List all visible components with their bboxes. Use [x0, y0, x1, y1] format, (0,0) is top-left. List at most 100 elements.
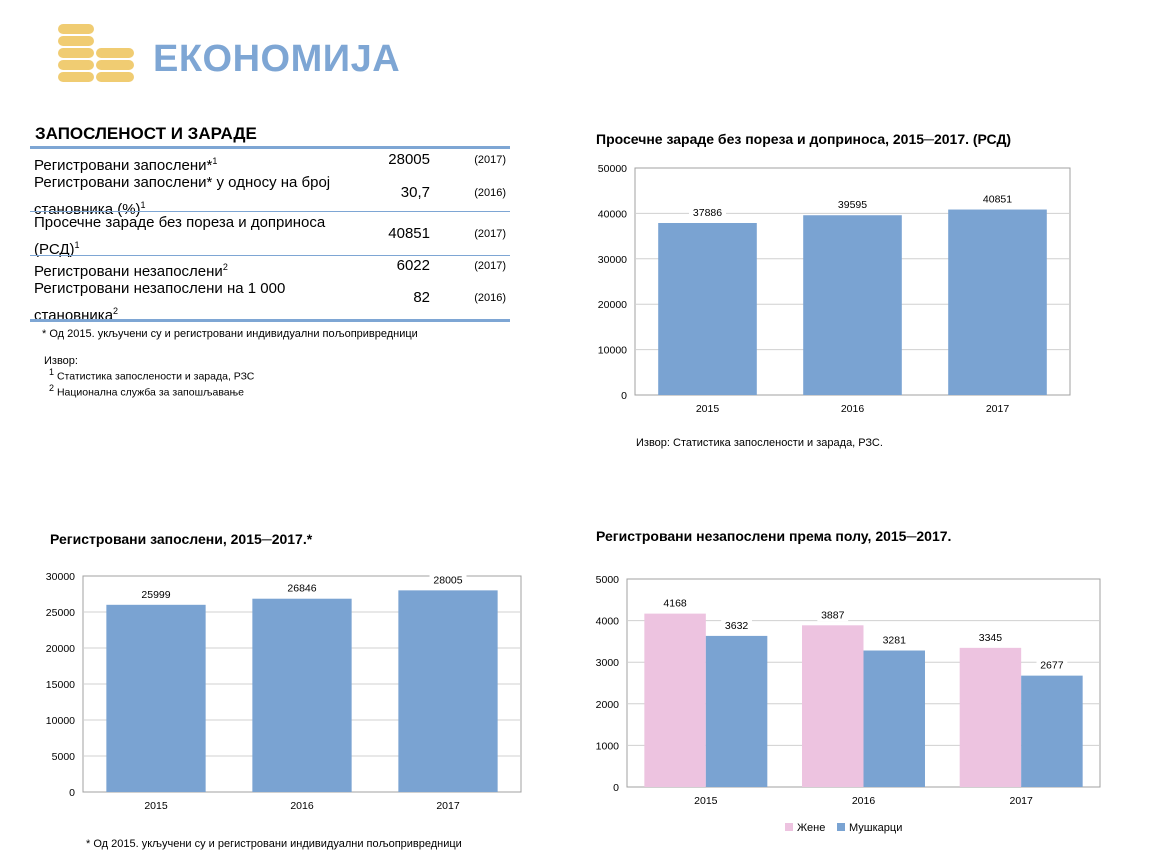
y-tick-label: 5000 [596, 574, 620, 586]
source-sup: 2 [49, 382, 55, 393]
table-top-rule [30, 146, 510, 149]
source-item: 1 Статистика запослености и зарада, РЗС [49, 367, 254, 383]
row-sup: 2 [222, 262, 228, 272]
x-tick-label: 2017 [436, 800, 460, 812]
row-sup: 1 [74, 240, 80, 250]
data-label: 26846 [287, 583, 316, 595]
row-value: 30,7 [400, 184, 430, 201]
y-tick-label: 50000 [598, 163, 627, 175]
row-sup: 1 [140, 200, 146, 210]
row-value: 82 [413, 289, 430, 306]
row-value: 40851 [388, 225, 430, 242]
data-label: 28005 [433, 574, 462, 586]
row-label: Регистровани незапослени [34, 263, 223, 280]
row-year: (2016) [474, 292, 506, 304]
data-label: 39595 [838, 199, 867, 211]
table-row: Просечне зараде без пореза и доприноса (… [34, 212, 510, 258]
bar [959, 647, 1022, 787]
chart-title: Регистровани запослени, 2015─2017.* [50, 531, 313, 547]
y-tick-label: 4000 [596, 616, 620, 628]
data-label: 25999 [141, 589, 170, 601]
bar [705, 635, 768, 787]
data-label: 4168 [663, 598, 687, 610]
legend-swatch [837, 823, 845, 831]
data-label-bg [689, 204, 726, 219]
coins-icon [58, 24, 134, 82]
data-label: 3632 [725, 620, 749, 632]
chart-title: Просечне зараде без пореза и доприноса, … [596, 131, 1012, 147]
data-label-bg [659, 595, 691, 610]
source-text: Национална служба за запошљавање [56, 386, 245, 398]
table-title: ЗАПОСЛЕНОСТ И ЗАРАДЕ [35, 124, 257, 143]
table-footnote: * Од 2015. укључени су и регистровани ин… [42, 328, 418, 340]
row-year: (2017) [474, 260, 506, 272]
row-label: Регистровани запослени* у односу на број… [34, 174, 331, 218]
unemployed-by-gender-chart: 0 1000 2000 3000 4000 5000 4168 3632 2015 3887 328… [596, 574, 1101, 834]
row-year: (2016) [474, 187, 506, 199]
row-divider [30, 211, 510, 212]
y-tick-label: 0 [621, 390, 627, 402]
data-label: 37886 [693, 207, 722, 219]
y-tick-label: 30000 [598, 254, 627, 266]
employed-chart: 0 5000 10000 15000 20000 25000 30000 25999 2015 2… [46, 571, 522, 812]
data-label-bg [979, 191, 1016, 206]
row-year: (2017) [474, 154, 506, 166]
x-tick-label: 2015 [144, 800, 168, 812]
row-year: (2017) [474, 228, 506, 240]
table-row: Регистровани запослени*1 28005 (2017) [34, 150, 510, 174]
row-sup: 2 [113, 306, 119, 316]
data-label: 3887 [821, 609, 845, 621]
data-label-bg [834, 197, 871, 212]
bar [252, 598, 352, 792]
y-tick-label: 20000 [598, 299, 627, 311]
wages-chart: 0 10000 20000 30000 40000 50000 37886 2015 39595… [598, 163, 1071, 415]
source-text: Статистика запослености и зарада, РЗС [56, 370, 255, 383]
y-tick-label: 0 [69, 787, 75, 799]
chart-footnote: * Од 2015. укључени су и регистровани ин… [86, 838, 462, 850]
y-tick-label: 3000 [596, 657, 620, 669]
data-label: 3345 [979, 632, 1003, 644]
y-tick-label: 0 [613, 782, 619, 794]
y-tick-label: 20000 [46, 643, 75, 655]
x-tick-label: 2016 [852, 795, 876, 807]
data-label-bg [817, 607, 849, 622]
y-tick-label: 10000 [598, 345, 627, 357]
bar [803, 215, 902, 395]
bar [1021, 675, 1083, 787]
source-label: Извор: [44, 355, 78, 367]
row-label: Просечне зараде без пореза и доприноса (… [34, 214, 326, 258]
legend-label: Жене [797, 822, 825, 834]
chart-source-note: Извор: Статистика запослености и зарада,… [636, 437, 883, 449]
data-label-bg [975, 629, 1006, 644]
row-label: Регистровани незапослени на 1 000 станов… [34, 280, 286, 324]
bar [658, 222, 757, 395]
table-row: Регистровани незапослени на 1 000 станов… [34, 278, 510, 324]
table-bottom-rule [30, 319, 510, 322]
table-row: Регистровани незапослени2 6022 (2017) [34, 256, 510, 280]
bar [398, 590, 498, 792]
data-label: 2677 [1040, 660, 1064, 672]
table-row: Регистровани запослени* у односу на број… [34, 172, 510, 218]
y-tick-label: 25000 [46, 607, 75, 619]
source-sup: 1 [49, 367, 55, 377]
x-tick-label: 2016 [841, 403, 865, 415]
data-label-bg [429, 572, 467, 587]
row-divider [30, 255, 510, 256]
legend-label: Мушкарци [849, 822, 902, 834]
source-block: Извор: 1 Статистика запослености и зарад… [44, 355, 254, 398]
bar [106, 604, 206, 792]
y-tick-label: 40000 [598, 208, 627, 220]
bar [644, 613, 706, 787]
legend-swatch [785, 823, 793, 831]
y-tick-label: 5000 [52, 751, 76, 763]
y-tick-label: 1000 [596, 740, 620, 752]
chart-title: Регистровани незапослени према полу, 201… [596, 528, 952, 544]
data-label-bg [283, 580, 321, 595]
row-value: 28005 [388, 151, 430, 168]
y-tick-label: 10000 [46, 715, 75, 727]
data-label-bg [878, 632, 910, 647]
y-tick-label: 2000 [596, 699, 620, 711]
y-tick-label: 30000 [46, 571, 75, 583]
row-label: Регистровани запослени* [34, 157, 213, 174]
row-sup: 1 [212, 156, 218, 166]
